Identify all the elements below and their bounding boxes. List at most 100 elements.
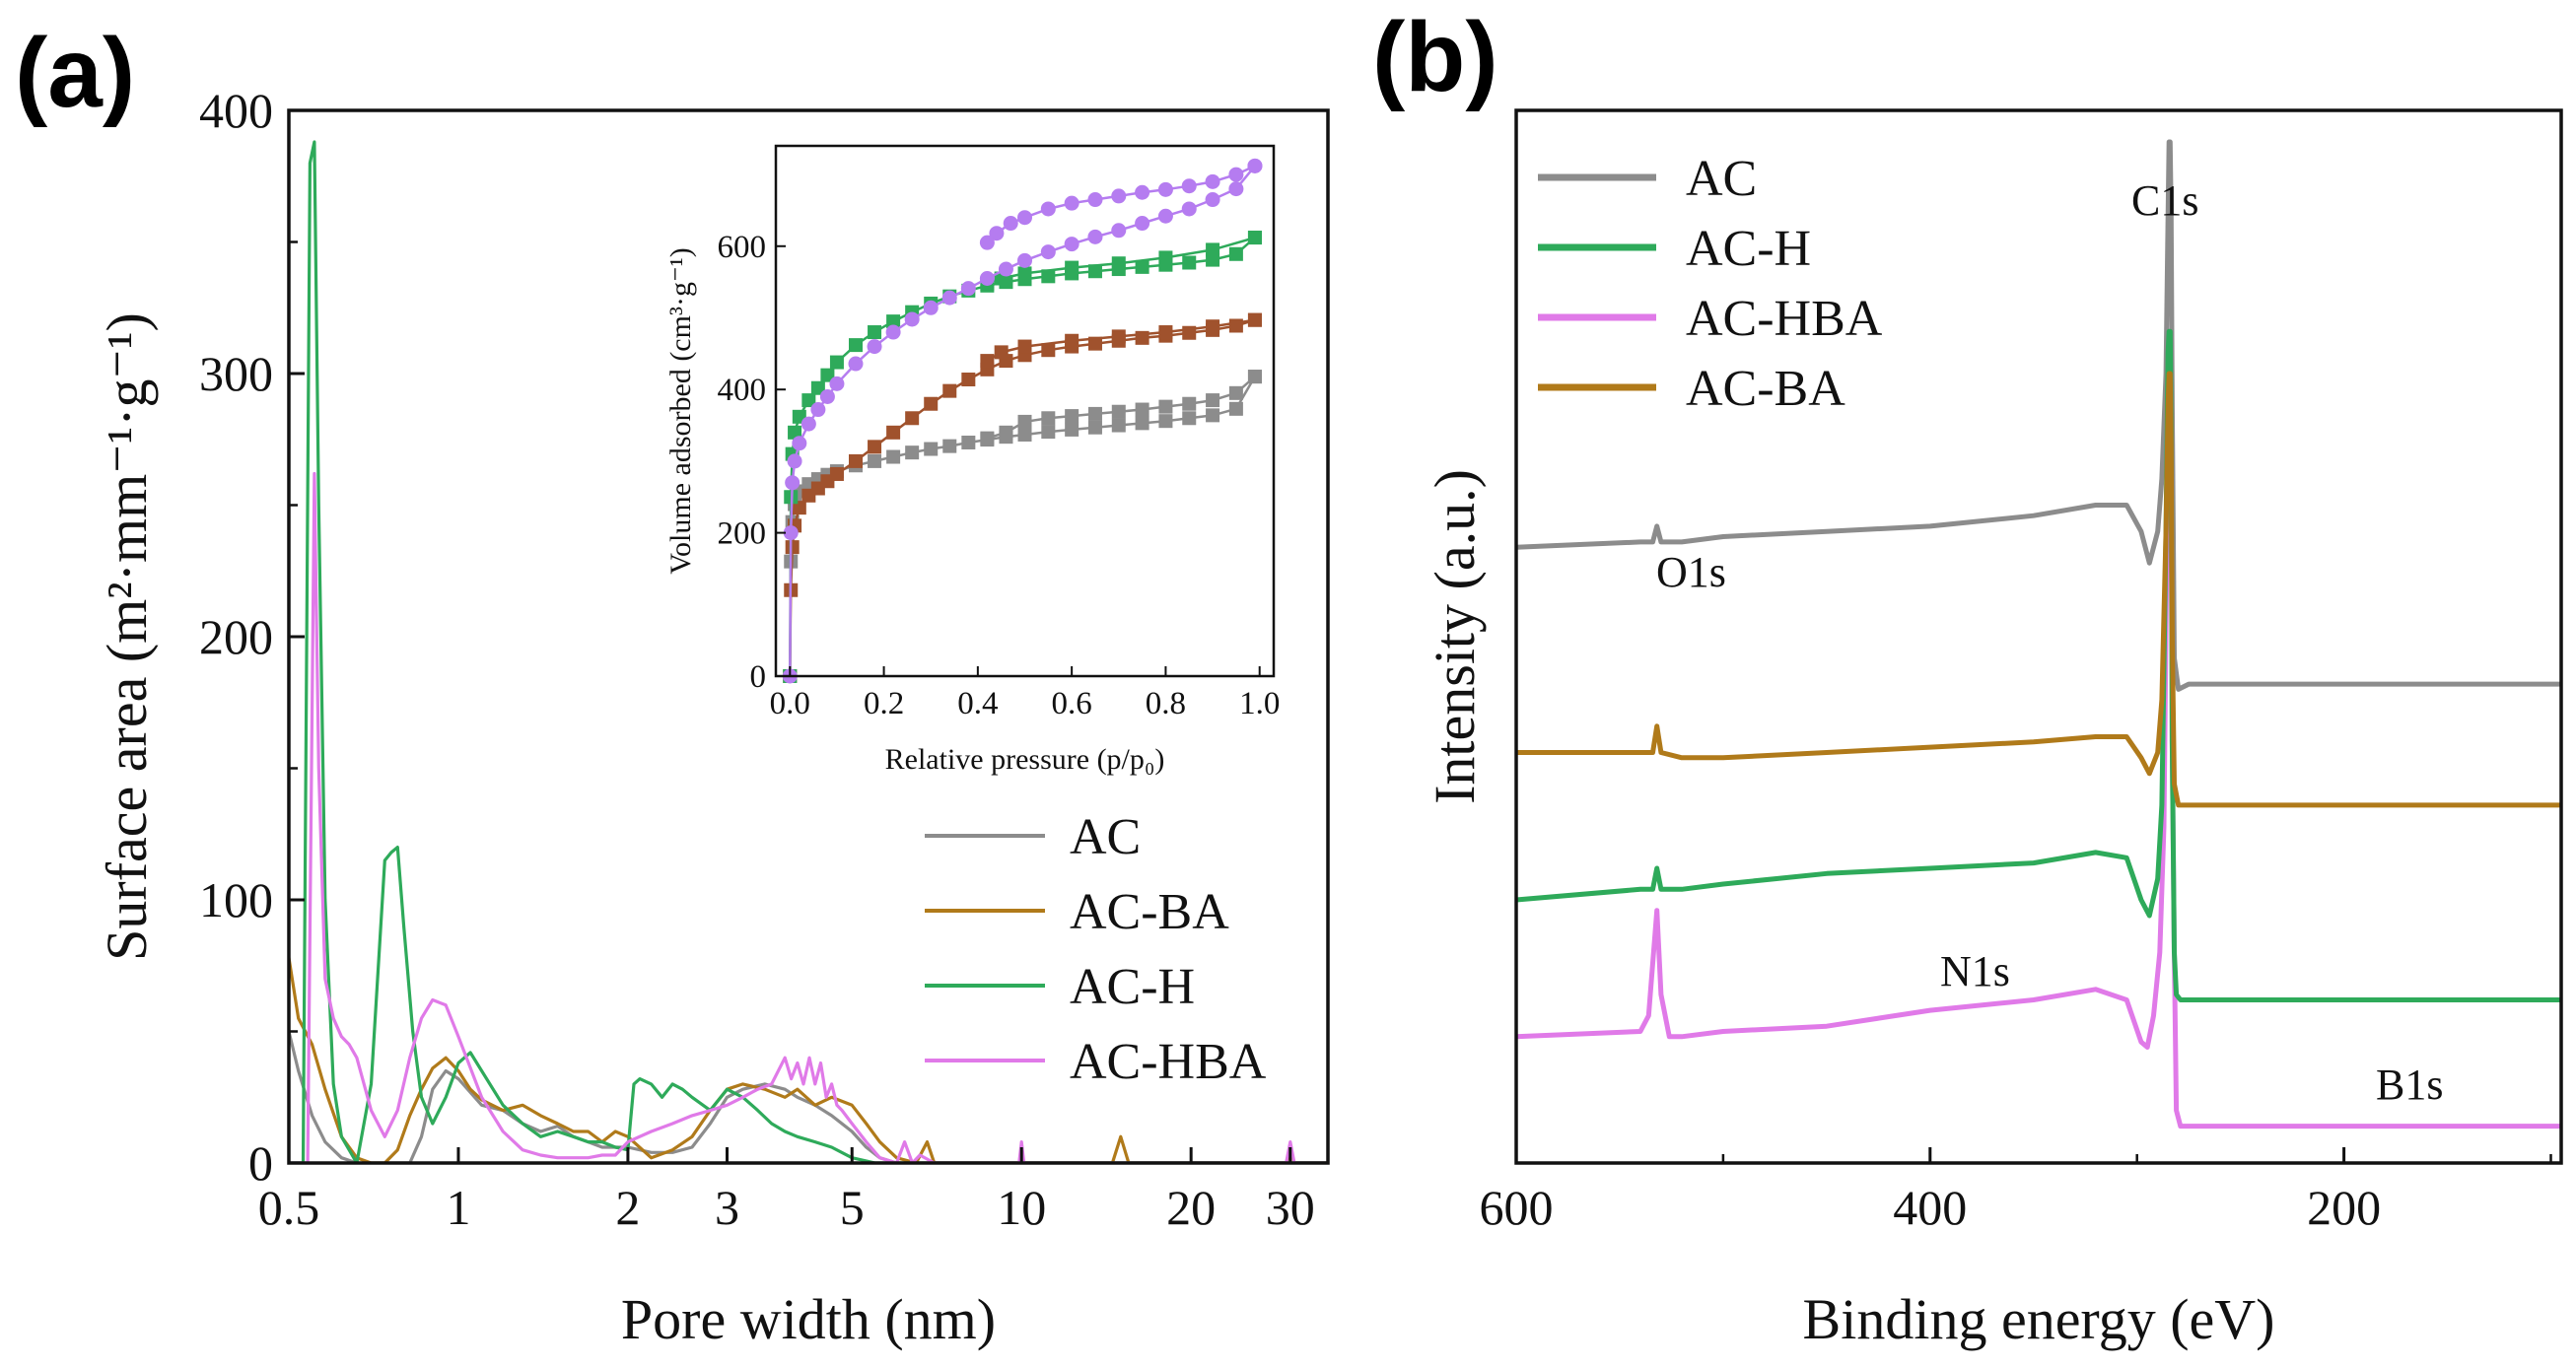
inset-y-tick-label: 400	[718, 373, 767, 408]
inset-point-ac	[1247, 370, 1262, 384]
inset-point-ac-h	[1247, 231, 1262, 245]
inset-point-ac-hba	[1205, 192, 1220, 208]
inset-point-ac	[961, 435, 976, 449]
inset-point-ac-ba	[848, 453, 863, 468]
inset-point-ac-h	[1041, 269, 1056, 284]
x-tick-label: 20	[1166, 1180, 1216, 1235]
inset-point-ac-hba	[1003, 216, 1018, 232]
legend-label: AC	[1070, 809, 1141, 865]
inset-point-ac-h	[1065, 260, 1079, 275]
series-line-ac-ba	[1516, 371, 2561, 808]
series-line-ac-hba	[1515, 391, 2561, 1129]
inset-point-ac	[1182, 396, 1197, 411]
inset-point-ac-hba	[1247, 158, 1263, 173]
inset-point-ac-hba	[1040, 244, 1056, 260]
inset-point-ac	[1065, 409, 1079, 424]
inset-point-ac-hba	[904, 311, 920, 327]
x-tick-label: 600	[1480, 1180, 1554, 1235]
panel-b-label: (b)	[1372, 2, 1498, 112]
inset-point-ac-hba	[1064, 237, 1079, 252]
inset-point-ac-hba	[1181, 178, 1197, 194]
inset-point-ac	[905, 445, 920, 460]
inset-point-ac-hba	[848, 356, 864, 372]
inset-point-ac-hba	[1135, 184, 1150, 200]
inset-point-ac	[1228, 401, 1243, 416]
x-axis-label: Pore width (nm)	[621, 1287, 996, 1351]
inset-point-ac	[1206, 393, 1220, 408]
inset-point-ac-h	[810, 380, 825, 395]
y-tick-label: 400	[199, 83, 273, 138]
inset-point-ac	[886, 449, 901, 464]
inset-point-ac-hba	[801, 416, 816, 432]
plot-frame	[1514, 108, 2563, 1165]
inset-point-ac-ba	[868, 440, 882, 454]
inset-point-ac-hba	[1064, 195, 1079, 211]
inset-point-ac-ba	[994, 345, 1009, 360]
inset-x-tick-label: 1.0	[1239, 686, 1280, 721]
legend: AC AC-H AC-HBA AC-BA	[1538, 151, 1883, 417]
inset-point-ac-h	[829, 355, 844, 370]
inset-point-ac	[1041, 425, 1056, 440]
inset-point-ac-h	[886, 314, 901, 329]
inset-point-ac	[1135, 416, 1149, 431]
peak-label-b1s: B1s	[2376, 1061, 2443, 1109]
inset-point-ac-ba	[1206, 319, 1220, 334]
x-tick-label: 200	[2307, 1180, 2381, 1235]
inset-frame	[774, 144, 1276, 678]
inset-point-ac	[1041, 411, 1056, 426]
inset-point-ac	[1206, 408, 1220, 423]
inset-point-ac-hba	[979, 235, 995, 250]
inset-y-tick-label: 600	[718, 230, 767, 265]
inset-point-ac-hba	[1181, 201, 1197, 217]
x-tick-label: 1	[446, 1180, 470, 1235]
inset-point-ac-h	[1158, 250, 1173, 265]
inset-point-ac-hba	[885, 324, 901, 340]
isotherm-inset-chart: 0.0 0.2 0.4 0.6 0.8 1.0 0 200 400 600 Relative pre…	[664, 144, 1280, 776]
inset-point-ac-hba	[829, 376, 845, 391]
inset-x-tick-label: 0.8	[1146, 686, 1186, 721]
inset-point-ac	[868, 453, 882, 468]
x-tick-label: 400	[1893, 1180, 1967, 1235]
legend-label: AC-BA	[1686, 361, 1845, 417]
inset-y-tick-label: 0	[750, 659, 767, 695]
y-axis-label: Intensity (a.u.)	[1423, 469, 1487, 804]
inset-point-ac-hba	[960, 281, 976, 297]
inset-point-ac-hba	[1135, 216, 1150, 232]
y-tick-label: 200	[199, 609, 273, 664]
inset-point-ac-h	[1135, 259, 1149, 274]
legend: AC AC-BA AC-H AC-HBA	[925, 809, 1267, 1090]
y-tick-label: 100	[199, 872, 273, 927]
inset-point-ac-hba	[1111, 188, 1127, 204]
x-tick-label: 0.5	[258, 1180, 320, 1235]
inset-point-ac	[1135, 402, 1149, 417]
inset-point-ac-hba	[979, 271, 995, 286]
inset-point-ac-h	[801, 393, 816, 408]
inset-point-ac-ba	[1247, 312, 1262, 327]
inset-point-ac	[1111, 404, 1126, 419]
series-line-ac-h	[1515, 328, 2561, 1002]
inset-x-tick-label: 0.0	[770, 686, 810, 721]
legend-label: AC-HBA	[1686, 291, 1883, 347]
inset-point-ac	[999, 425, 1013, 440]
inset-point-ac-hba	[1157, 181, 1173, 197]
inset-point-ac-h	[1087, 264, 1102, 279]
inset-point-ac	[1228, 385, 1243, 400]
series-line-ac-h	[289, 140, 1328, 1163]
inset-point-ac	[1087, 406, 1102, 421]
x-tick-label: 5	[840, 1180, 865, 1235]
inset-point-ac-hba	[941, 290, 957, 306]
legend-label: AC-HBA	[1070, 1034, 1267, 1090]
inset-point-ac-h	[868, 325, 882, 340]
inset-point-ac	[1158, 414, 1173, 429]
x-axis-label: Binding energy (eV)	[1803, 1287, 2275, 1351]
inset-point-ac-hba	[867, 339, 882, 355]
inset-point-ac	[1158, 399, 1173, 414]
inset-point-ac-h	[820, 368, 835, 382]
inset-point-ac-ba	[961, 373, 976, 387]
inset-point-ac-hba	[923, 300, 939, 315]
inset-point-ac-hba	[1040, 201, 1056, 217]
inset-point-ac-ba	[942, 383, 957, 398]
inset-x-tick-label: 0.4	[957, 686, 998, 721]
y-tick-label: 300	[199, 346, 273, 401]
inset-point-ac-hba	[1111, 223, 1127, 239]
